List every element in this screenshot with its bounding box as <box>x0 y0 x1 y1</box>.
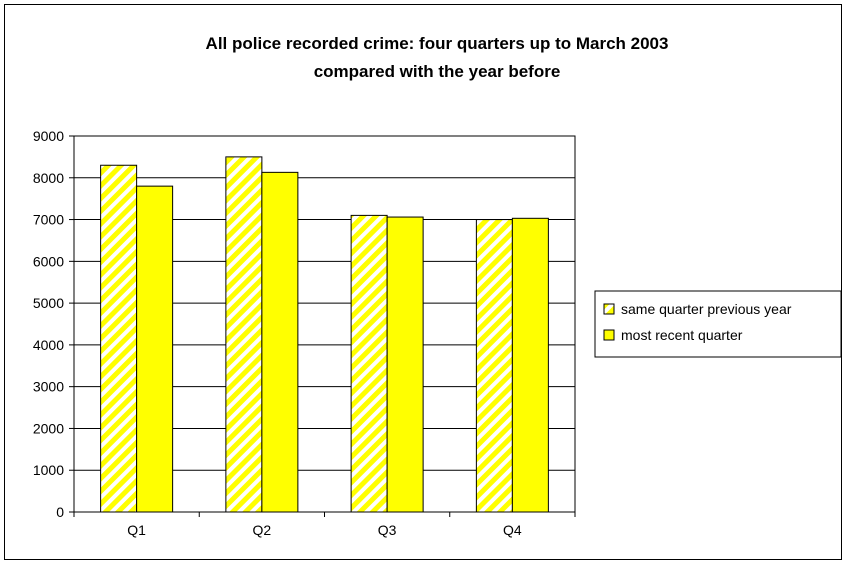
legend-label-2: most recent quarter <box>621 327 743 343</box>
legend-label-1: same quarter previous year <box>621 301 792 317</box>
y-tick-label: 6000 <box>33 253 64 269</box>
bar-q3-series-1 <box>350 214 388 513</box>
bar-chart: All police recorded crime: four quarters… <box>33 34 842 538</box>
x-tick-label: Q1 <box>127 522 146 538</box>
bar-q2-series-1 <box>225 156 263 513</box>
y-tick-label: 9000 <box>33 128 64 144</box>
y-tick-label: 8000 <box>33 170 64 186</box>
y-tick-label: 7000 <box>33 212 64 228</box>
y-tick-label: 1000 <box>33 462 64 478</box>
y-tick-label: 2000 <box>33 420 64 436</box>
bar-q4-series-1 <box>475 219 513 513</box>
bar-q1-series-2 <box>136 185 174 513</box>
x-tick-label: Q4 <box>503 522 522 538</box>
y-tick-label: 3000 <box>33 379 64 395</box>
y-tick-label: 5000 <box>33 295 64 311</box>
bar-q2-series-2 <box>261 171 299 513</box>
chart-subtitle: compared with the year before <box>314 62 561 81</box>
chart-frame: All police recorded crime: four quarters… <box>4 4 842 560</box>
legend-swatch-2 <box>603 329 615 341</box>
bar-q3-series-2 <box>386 216 424 513</box>
chart-title: All police recorded crime: four quarters… <box>206 34 669 53</box>
bar-q4-series-2 <box>511 217 549 513</box>
legend-box <box>594 290 842 358</box>
x-tick-label: Q2 <box>253 522 272 538</box>
bar-q1-series-1 <box>100 164 138 513</box>
y-tick-label: 0 <box>56 504 64 520</box>
y-tick-label: 4000 <box>33 337 64 353</box>
x-tick-label: Q3 <box>378 522 397 538</box>
legend-swatch-1 <box>603 303 615 315</box>
